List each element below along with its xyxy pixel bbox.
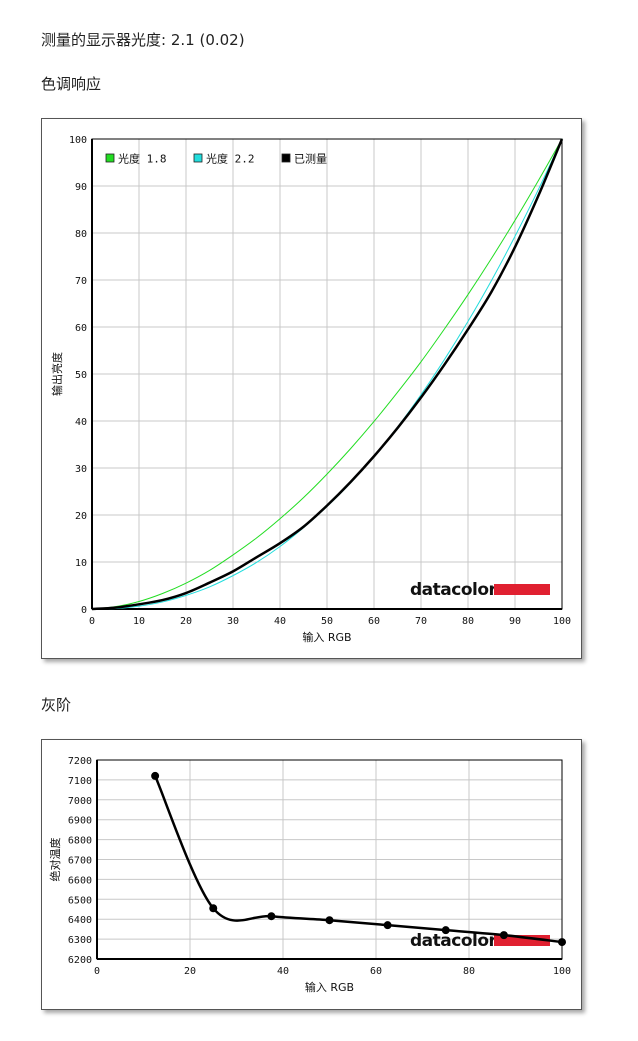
- x-tick-label: 100: [553, 966, 571, 977]
- tone-response-heading: 色调响应: [41, 75, 102, 93]
- x-tick-label: 0: [94, 966, 100, 977]
- y-tick-label: 6500: [68, 895, 92, 906]
- y-tick-label: 40: [75, 417, 87, 428]
- y-tick-label: 10: [75, 558, 87, 569]
- legend-swatch: [105, 153, 115, 163]
- x-axis-label: 输入 RGB: [305, 980, 354, 994]
- y-tick-label: 100: [69, 135, 87, 146]
- series-line-3: [91, 138, 564, 611]
- y-tick-label: 0: [81, 605, 87, 616]
- x-tick-label: 0: [89, 616, 95, 627]
- data-point: [209, 904, 218, 913]
- x-tick-label: 100: [553, 616, 571, 627]
- tone-response-chart: 0 10 20 30 40 50 60 70 80 90 100 0 10 20 30 40 50 60 70 80 9…: [41, 118, 582, 659]
- data-point: [383, 921, 392, 930]
- x-tick-label: 10: [133, 616, 145, 627]
- y-tick-label: 6900: [68, 816, 92, 827]
- y-tick-label: 70: [75, 276, 87, 287]
- x-tick-label: 40: [274, 616, 286, 627]
- y-tick-label: 80: [75, 229, 87, 240]
- x-tick-label: 20: [180, 616, 192, 627]
- y-tick-label: 20: [75, 511, 87, 522]
- y-tick-label: 6700: [68, 856, 92, 867]
- measured-gamma-label: 测量的显示器光度:: [41, 31, 167, 49]
- x-axis-label: 输入 RGB: [302, 630, 351, 644]
- data-point: [325, 916, 334, 925]
- series-line-1: [153, 775, 563, 944]
- tone-response-svg: 0 10 20 30 40 50 60 70 80 90 100 0 10 20 30 40 50 60 70 80 9…: [50, 135, 571, 644]
- x-tick-label: 80: [462, 616, 474, 627]
- legend-label: 光度 1.8: [118, 152, 167, 166]
- y-tick-label: 90: [75, 182, 87, 193]
- x-tick-label: 90: [509, 616, 521, 627]
- x-tick-label: 40: [277, 966, 289, 977]
- y-tick-label: 6800: [68, 836, 92, 847]
- x-tick-label: 70: [415, 616, 427, 627]
- y-tick-label: 6600: [68, 875, 92, 886]
- data-point: [151, 771, 160, 780]
- y-tick-label: 60: [75, 323, 87, 334]
- brand-logo-text: datacolor: [410, 580, 498, 600]
- legend-swatch: [193, 153, 203, 163]
- x-tick-label: 80: [463, 966, 475, 977]
- data-point: [558, 938, 566, 947]
- y-tick-label: 7000: [68, 796, 92, 807]
- legend-swatch: [281, 153, 291, 163]
- data-point: [499, 931, 508, 940]
- y-tick-label: 50: [75, 370, 87, 381]
- series-line-1: [91, 138, 563, 610]
- gray-scale-heading: 灰阶: [41, 696, 72, 714]
- measured-gamma-value: 2.1 (0.02): [170, 31, 245, 49]
- data-point: [267, 912, 276, 921]
- x-tick-label: 60: [370, 966, 382, 977]
- y-tick-label: 30: [75, 464, 87, 475]
- data-point: [441, 926, 450, 935]
- x-tick-label: 60: [368, 616, 380, 627]
- gray-scale-svg: 0 20 40 60 80 100 6200 6300 6400 6500 6600 6700 6800…: [48, 756, 571, 994]
- y-axis-label: 输出亮度: [50, 352, 64, 396]
- measured-gamma-line: 测量的显示器光度: 2.1 (0.02): [41, 29, 245, 50]
- gray-scale-chart: 0 20 40 60 80 100 6200 6300 6400 6500 6600 6700 6800…: [41, 739, 582, 1010]
- legend-label: 光度 2.2: [206, 152, 255, 166]
- y-tick-label: 6300: [68, 935, 92, 946]
- y-tick-label: 6200: [68, 955, 92, 966]
- brand-logo-bar: [494, 584, 550, 595]
- y-tick-label: 7200: [68, 756, 92, 767]
- x-tick-label: 50: [321, 616, 333, 627]
- brand-logo-bar: [494, 935, 550, 946]
- x-tick-label: 20: [184, 966, 196, 977]
- y-tick-label: 7100: [68, 776, 92, 787]
- y-tick-label: 6400: [68, 915, 92, 926]
- brand-logo-text: datacolor: [410, 931, 498, 951]
- x-tick-label: 30: [227, 616, 239, 627]
- legend-label: 已测量: [294, 153, 327, 166]
- y-axis-label: 绝对温度: [48, 838, 62, 882]
